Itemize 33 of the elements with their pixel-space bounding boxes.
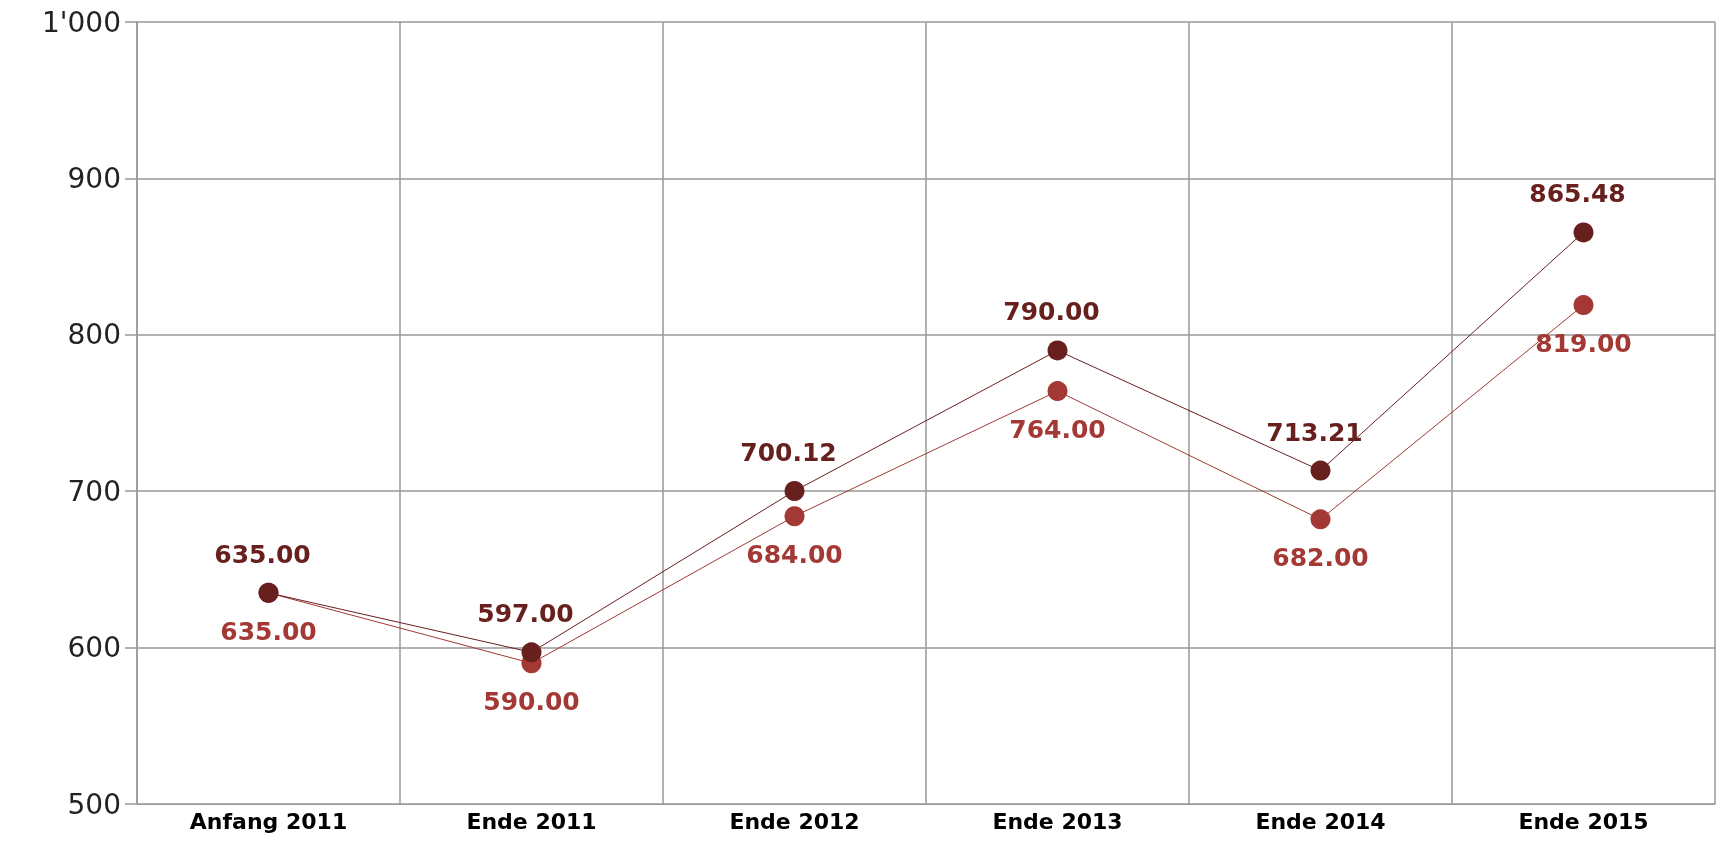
y-tick-label: 1'000 bbox=[42, 5, 121, 39]
data-label: 819.00 bbox=[1535, 329, 1632, 359]
point bbox=[1310, 460, 1331, 481]
y-tick-label: 800 bbox=[67, 318, 121, 352]
data-label: 713.21 bbox=[1266, 417, 1363, 447]
x-tick-label: Ende 2015 bbox=[1518, 808, 1649, 834]
point bbox=[1047, 340, 1068, 361]
y-tick-label: 700 bbox=[67, 474, 121, 508]
point bbox=[784, 506, 805, 527]
data-label: 684.00 bbox=[746, 540, 843, 570]
x-tick-label: Ende 2011 bbox=[466, 808, 597, 834]
x-tick-label: Anfang 2011 bbox=[189, 808, 348, 834]
point bbox=[1573, 222, 1594, 243]
data-label: 590.00 bbox=[483, 687, 580, 717]
point bbox=[521, 642, 542, 663]
y-tick-label: 500 bbox=[67, 787, 121, 821]
data-label: 865.48 bbox=[1529, 179, 1626, 209]
point bbox=[1310, 509, 1331, 530]
y-tick-label: 600 bbox=[67, 631, 121, 665]
point bbox=[784, 481, 805, 502]
y-tick-label: 900 bbox=[67, 161, 121, 195]
x-tick-label: Ende 2013 bbox=[992, 808, 1123, 834]
data-label: 790.00 bbox=[1003, 297, 1100, 327]
x-tick-label: Ende 2014 bbox=[1255, 808, 1386, 834]
data-label: 764.00 bbox=[1009, 415, 1106, 445]
point bbox=[1573, 295, 1594, 316]
data-label: 682.00 bbox=[1272, 543, 1369, 573]
data-label: 700.12 bbox=[740, 438, 837, 468]
data-label: 597.00 bbox=[477, 599, 574, 629]
x-tick-label: Ende 2012 bbox=[729, 808, 860, 834]
data-label: 635.00 bbox=[214, 539, 311, 569]
data-label: 635.00 bbox=[220, 616, 317, 646]
point bbox=[1047, 381, 1068, 402]
